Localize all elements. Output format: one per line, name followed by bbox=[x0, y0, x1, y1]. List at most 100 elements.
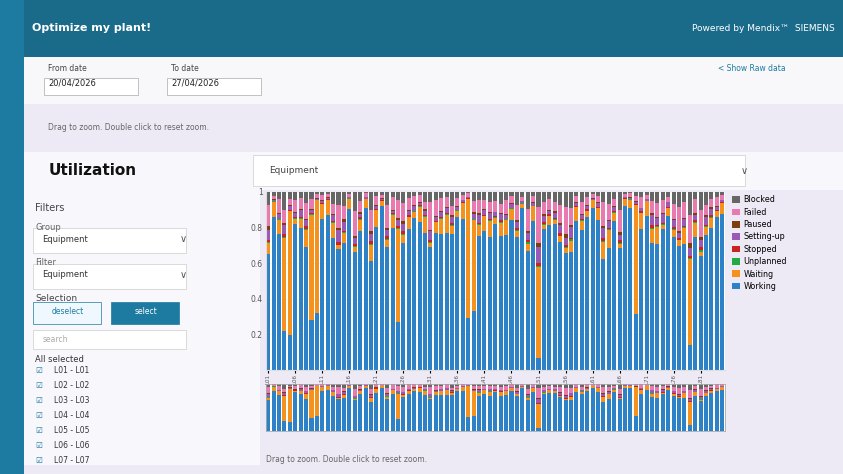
Bar bbox=[688, 243, 692, 247]
Bar bbox=[320, 200, 325, 201]
Bar bbox=[693, 396, 697, 431]
Bar bbox=[450, 393, 454, 395]
Bar bbox=[482, 200, 486, 209]
Bar bbox=[428, 398, 432, 399]
Bar bbox=[444, 215, 448, 233]
Bar bbox=[342, 206, 346, 219]
Bar bbox=[385, 239, 389, 246]
Text: Drag to zoom. Double click to reset zoom.: Drag to zoom. Double click to reset zoom… bbox=[48, 124, 209, 132]
Bar bbox=[482, 231, 486, 370]
Bar bbox=[526, 384, 529, 389]
Bar bbox=[320, 203, 325, 204]
Bar bbox=[271, 385, 276, 386]
Bar bbox=[379, 195, 384, 198]
Bar bbox=[553, 391, 556, 392]
Bar bbox=[482, 394, 486, 431]
Bar bbox=[461, 192, 464, 195]
Bar bbox=[634, 204, 638, 205]
Bar bbox=[271, 217, 276, 370]
Bar bbox=[515, 228, 519, 230]
Bar bbox=[596, 202, 600, 203]
Bar bbox=[282, 384, 287, 389]
Bar bbox=[618, 192, 621, 210]
Bar bbox=[331, 223, 336, 238]
Bar bbox=[699, 389, 703, 396]
Bar bbox=[612, 192, 616, 199]
Bar bbox=[304, 219, 308, 220]
Bar bbox=[569, 192, 573, 208]
Bar bbox=[515, 394, 519, 396]
Bar bbox=[331, 204, 336, 214]
Bar bbox=[655, 244, 659, 370]
Bar bbox=[482, 216, 486, 231]
Bar bbox=[439, 217, 443, 218]
Bar bbox=[720, 202, 724, 203]
Bar bbox=[515, 392, 519, 393]
Bar bbox=[580, 214, 583, 215]
Bar bbox=[683, 202, 686, 218]
Bar bbox=[618, 210, 621, 231]
Bar bbox=[309, 386, 314, 388]
Bar bbox=[526, 395, 529, 397]
Bar bbox=[390, 197, 395, 210]
Bar bbox=[499, 236, 502, 370]
Bar bbox=[688, 215, 692, 243]
Bar bbox=[428, 201, 432, 230]
Bar bbox=[417, 192, 422, 195]
Bar bbox=[580, 192, 583, 202]
Bar bbox=[315, 192, 319, 194]
Bar bbox=[683, 384, 686, 387]
Bar bbox=[693, 222, 697, 223]
Bar bbox=[471, 220, 475, 311]
Bar bbox=[585, 389, 589, 391]
Bar bbox=[569, 397, 573, 400]
Bar bbox=[536, 399, 540, 403]
Bar bbox=[677, 388, 681, 394]
Bar bbox=[428, 231, 432, 240]
Bar bbox=[499, 220, 502, 222]
Bar bbox=[607, 392, 611, 393]
Bar bbox=[417, 202, 422, 203]
Bar bbox=[542, 384, 546, 386]
Bar bbox=[634, 202, 638, 204]
Bar bbox=[434, 391, 438, 392]
Bar bbox=[412, 391, 416, 431]
Bar bbox=[612, 388, 616, 389]
Bar bbox=[547, 386, 551, 389]
Bar bbox=[282, 421, 287, 431]
Text: 20/04/2026: 20/04/2026 bbox=[48, 78, 96, 87]
Text: ☑: ☑ bbox=[35, 456, 42, 465]
Bar bbox=[693, 220, 697, 222]
Bar bbox=[423, 192, 427, 202]
Bar bbox=[342, 395, 346, 398]
Bar bbox=[363, 199, 368, 208]
Bar bbox=[304, 392, 308, 393]
Bar bbox=[379, 200, 384, 201]
Bar bbox=[358, 394, 362, 431]
Bar bbox=[493, 391, 497, 392]
Bar bbox=[477, 384, 481, 386]
Bar bbox=[282, 389, 287, 392]
Bar bbox=[363, 197, 368, 199]
Bar bbox=[526, 210, 529, 231]
Bar bbox=[628, 193, 632, 197]
Bar bbox=[488, 396, 491, 431]
Bar bbox=[331, 192, 336, 204]
Bar bbox=[374, 210, 379, 227]
Bar bbox=[374, 393, 379, 431]
Bar bbox=[591, 386, 594, 388]
Bar bbox=[553, 213, 556, 218]
Bar bbox=[558, 225, 562, 233]
Bar bbox=[331, 392, 336, 396]
Bar bbox=[607, 399, 611, 431]
Bar bbox=[569, 241, 573, 253]
Bar bbox=[693, 390, 697, 392]
Bar bbox=[342, 192, 346, 206]
Bar bbox=[601, 259, 605, 370]
Bar bbox=[720, 195, 724, 200]
Bar bbox=[266, 192, 271, 205]
Bar bbox=[677, 192, 681, 208]
Bar bbox=[461, 219, 464, 370]
Bar bbox=[693, 384, 697, 386]
Bar bbox=[369, 261, 373, 370]
